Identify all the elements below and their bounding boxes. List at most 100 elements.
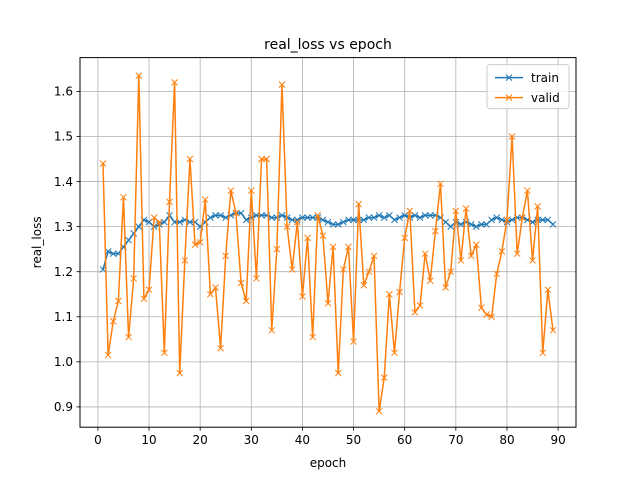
data-point-train [237,209,245,217]
data-point-train [472,223,480,230]
data-point-train [421,212,429,219]
data-point-valid [345,243,352,251]
data-point-train [365,214,373,221]
data-point-valid [518,214,526,221]
data-point-valid [457,257,465,264]
x-tick-label: 80 [499,433,514,447]
data-point-train [478,221,485,228]
data-point-train [488,216,495,224]
data-point-valid [370,252,378,260]
y-tick-label: 1.3 [54,220,73,234]
data-point-train [426,212,434,219]
data-point-train [350,216,357,224]
data-point-valid [258,155,265,163]
data-point-valid [462,205,470,212]
data-point-valid [508,133,516,140]
data-point-valid [232,209,240,217]
data-point-valid [498,248,506,255]
data-point-valid [171,79,178,86]
data-point-valid [355,200,363,208]
data-point-train [186,218,194,226]
data-point-train [217,212,224,219]
data-point-valid [201,196,209,203]
data-point-valid [401,234,409,242]
data-point-valid [299,293,306,300]
y-tick-label: 1.0 [54,355,73,369]
data-point-valid [222,252,230,260]
data-point-train [370,214,378,221]
data-point-train [130,230,138,237]
data-point-train [222,214,230,221]
data-point-train [345,216,352,224]
data-point-valid [186,155,194,163]
data-point-train [360,216,368,224]
data-point-valid [529,257,536,264]
data-point-valid [242,297,250,305]
x-tick-label: 60 [397,433,412,447]
x-tick-label: 90 [550,433,565,447]
x-tick-label: 10 [141,433,156,447]
data-point-train [467,221,475,228]
data-point-valid [237,279,245,287]
data-point-valid [130,275,138,282]
data-point-valid [503,216,511,224]
x-tick-label: 0 [94,433,102,447]
data-point-valid [253,275,260,282]
data-point-train [273,214,281,221]
data-point-valid [207,290,214,298]
data-point-valid [386,290,393,298]
data-point-valid [416,302,424,309]
data-point-valid [155,218,163,226]
data-point-valid [534,202,542,210]
data-point-valid [196,239,204,246]
data-point-valid [524,187,531,194]
data-point-valid [375,408,383,415]
data-point-valid [447,268,455,276]
data-point-valid [467,252,475,260]
data-point-valid [391,349,398,357]
x-tick-label: 40 [295,433,310,447]
ticks: 0 10 20 30 40 50 60 70 80 90 0.9 1.0 1.1 1.2 1.3 1.4 1.5… [54,85,566,448]
data-point-valid [145,286,153,294]
data-point-valid [166,198,173,206]
x-tick-label: 20 [193,433,208,447]
data-point-train [135,223,143,230]
data-point-valid [365,268,373,276]
data-point-valid [544,286,552,294]
data-point-valid [437,180,444,188]
data-point-valid [288,266,296,273]
data-point-valid [176,369,184,377]
data-point-valid [114,297,122,305]
data-point-train [416,214,424,221]
data-point-train [498,216,506,224]
y-tick-label: 0.9 [54,400,73,414]
data-point-valid [181,257,189,264]
data-point-valid [227,187,235,194]
data-point-valid [452,207,460,215]
data-point-valid [263,155,270,163]
legend-label-train: train [531,71,559,85]
data-point-train [293,216,301,224]
data-point-train [539,216,547,224]
data-point-valid [314,212,322,219]
data-point-valid [350,338,357,345]
data-point-train [493,214,501,221]
data-point-valid [293,218,301,226]
data-point-valid [488,313,495,321]
data-point-valid [217,344,224,352]
data-point-valid [406,207,414,215]
data-point-valid [334,369,342,377]
data-point-train [125,236,132,244]
legend-item-valid: valid [495,91,560,105]
data-point-train [109,250,117,258]
data-point-train [508,216,516,224]
data-point-valid [278,81,286,88]
x-tick-label: 30 [244,433,259,447]
data-point-valid [539,349,547,357]
data-point-valid [309,333,317,341]
data-point-train [207,214,214,221]
data-point-valid [478,304,485,312]
data-point-valid [99,160,107,167]
data-point-train [396,214,403,221]
data-point-train [375,212,383,219]
